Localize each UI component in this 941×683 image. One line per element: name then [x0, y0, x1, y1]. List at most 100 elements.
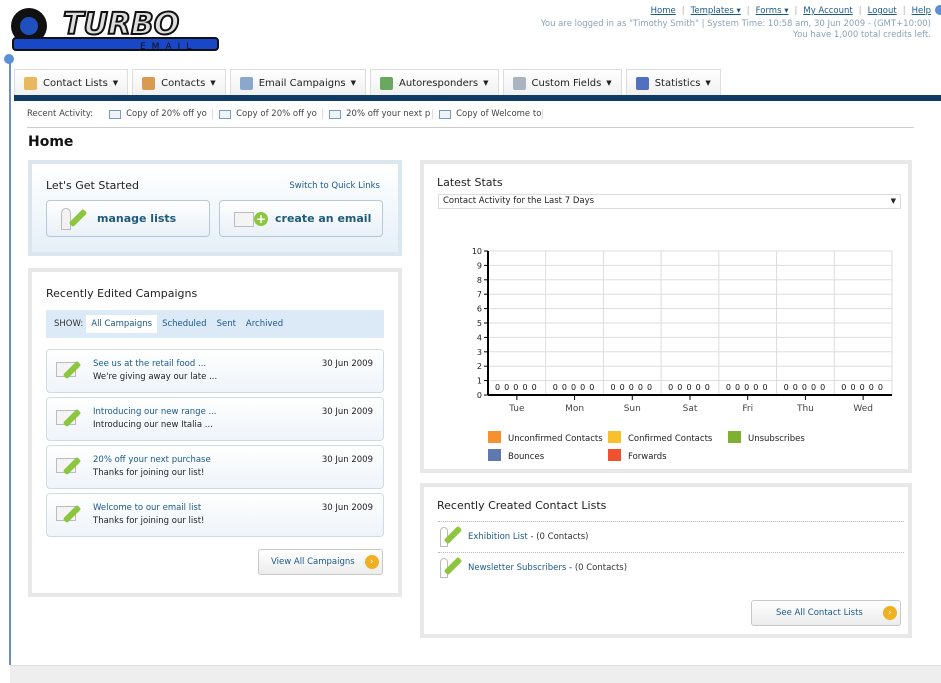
tab-label: Contact Lists [43, 77, 108, 89]
tab-email-campaigns[interactable]: Email Campaigns ▼ [229, 69, 367, 96]
contact-list-row: Exhibition List - (0 Contacts) [438, 521, 904, 551]
header-link[interactable]: Templates ▾ [690, 6, 741, 16]
data-label: 0 [793, 383, 798, 392]
latest-stats-panel: 0 1 2 3 4 5 6 7 8 9 10 Tue 0 0 0 0 0 Mon 0 0 0 0 0 Sun 0 0 0 0 0 Sat 0… [420, 160, 912, 473]
switch-quick-links-link[interactable]: Switch to Quick Links [289, 181, 380, 191]
envelope-icon [109, 109, 122, 119]
select-value: Contact Activity for the Last 7 Days [443, 196, 595, 206]
campaign-row[interactable]: Introducing our new range ... Introducing… [46, 397, 384, 441]
header-link[interactable]: Logout [867, 6, 897, 16]
data-label: 0 [850, 383, 855, 392]
campaign-title[interactable]: Welcome to our email list [93, 503, 202, 513]
data-label: 0 [677, 383, 682, 392]
campaign-title[interactable]: 20% off your next purchase [93, 455, 211, 465]
panel-title: Recently Edited Campaigns [46, 287, 198, 300]
data-label: 0 [705, 383, 710, 392]
header-link[interactable]: My Account [803, 6, 853, 16]
campaign-filter-bar: SHOW: All Campaigns Scheduled Sent Archived [46, 310, 384, 338]
tab-custom-fields[interactable]: Custom Fields ▼ [502, 69, 622, 96]
decorative-dot [935, 5, 941, 15]
chevron-down-icon: ▼ [890, 197, 896, 205]
campaign-row[interactable]: Welcome to our email list Thanks for join… [46, 493, 384, 537]
tab-statistics[interactable]: Statistics ▼ [625, 69, 721, 96]
campaign-date: 30 Jun 2009 [321, 455, 373, 465]
data-label: 0 [762, 383, 767, 392]
stats-period-select[interactable]: Contact Activity for the Last 7 Days ▼ [438, 194, 901, 209]
envelope-icon [239, 76, 253, 90]
filter-scheduled[interactable]: Scheduled [162, 319, 207, 329]
separator: | [681, 6, 685, 16]
filter-sent[interactable]: Sent [216, 319, 236, 329]
filter-archived[interactable]: Archived [245, 319, 284, 329]
decorative-dot [4, 54, 14, 64]
data-label: 0 [638, 383, 643, 392]
tab-contacts[interactable]: Contacts ▼ [132, 69, 226, 96]
data-label: 0 [696, 383, 701, 392]
see-all-contact-lists-button[interactable]: See All Contact Lists › [751, 600, 901, 626]
campaign-description: Thanks for joining our list! [93, 468, 205, 478]
chevron-down-icon: ▼ [350, 79, 357, 87]
data-label: 0 [811, 383, 816, 392]
recent-contact-lists-panel: Recently Created Contact Lists Exhibitio… [420, 483, 912, 638]
contact-count: - (0 Contacts) [527, 532, 589, 542]
recent-item-label: Copy of 20% off yo [236, 109, 317, 119]
data-label: 0 [753, 383, 758, 392]
legend-swatch [608, 449, 621, 461]
legend-swatch [728, 431, 741, 443]
campaign-date: 30 Jun 2009 [321, 359, 373, 369]
header-link[interactable]: Home [650, 6, 676, 16]
header-link[interactable]: Forms ▾ [755, 6, 789, 16]
recent-activity-item[interactable]: Copy of Welcome to [433, 109, 544, 119]
campaign-row[interactable]: See us at the retail food ... We're givin… [46, 349, 384, 393]
turbo-email-logo[interactable]: TURBO EMAIL [5, 4, 220, 52]
divider [27, 127, 914, 128]
tab-autoresponders[interactable]: Autoresponders ▼ [370, 69, 499, 96]
y-tick-label: 9 [477, 261, 482, 270]
envelope-icon [329, 109, 342, 119]
getting-started-panel: Let's Get Started Switch to Quick Links … [28, 160, 402, 256]
recent-activity-item[interactable]: 20% off your next p [323, 109, 434, 119]
campaign-title[interactable]: Introducing our new range ... [93, 407, 217, 417]
manage-lists-button[interactable]: manage lists [46, 200, 210, 237]
arrow-right-icon: › [882, 606, 897, 620]
nav-bar [14, 95, 941, 101]
filter-all-campaigns[interactable]: All Campaigns [86, 315, 158, 333]
data-label: 0 [504, 383, 509, 392]
data-label: 0 [589, 383, 594, 392]
data-label: 0 [869, 383, 874, 392]
campaign-title[interactable]: See us at the retail food ... [93, 359, 207, 369]
view-all-label: View All Campaigns [271, 557, 355, 567]
x-tick-label: Sun [624, 404, 641, 414]
data-label: 0 [878, 383, 883, 392]
recent-activity-item[interactable]: Copy of 20% off yo [103, 109, 214, 119]
legend-label: Confirmed Contacts [628, 434, 713, 444]
campaign-date: 30 Jun 2009 [321, 407, 373, 417]
y-tick-label: 0 [477, 391, 482, 400]
x-tick-label: Thu [796, 404, 814, 414]
contact-list-link[interactable]: Exhibition List [468, 532, 528, 542]
recent-activity: Recent Activity: Copy of 20% off yo Copy … [27, 109, 544, 119]
data-label: 0 [647, 383, 652, 392]
separator: | [794, 6, 798, 16]
create-email-button[interactable]: + create an email [219, 200, 383, 237]
data-label: 0 [802, 383, 807, 392]
recent-activity-item[interactable]: Copy of 20% off yo [213, 109, 324, 119]
contact-list-link[interactable]: Newsletter Subscribers [468, 563, 567, 573]
contacts-icon [142, 76, 156, 90]
tab-label: Custom Fields [531, 77, 602, 89]
data-label: 0 [668, 383, 673, 392]
campaign-row[interactable]: 20% off your next purchase Thanks for joi… [46, 445, 384, 489]
custom-fields-icon [512, 76, 526, 90]
legend-swatch [488, 431, 501, 443]
y-tick-label: 1 [477, 377, 482, 386]
decorative-line [9, 58, 11, 665]
tab-contact-lists[interactable]: Contact Lists ▼ [14, 69, 129, 96]
tab-label: Contacts [161, 77, 206, 89]
tab-label: Statistics [654, 77, 701, 89]
view-all-campaigns-button[interactable]: View All Campaigns › [258, 549, 383, 575]
data-label: 0 [513, 383, 518, 392]
data-label: 0 [784, 383, 789, 392]
header-link[interactable]: Help [911, 6, 931, 16]
data-label: 0 [735, 383, 740, 392]
